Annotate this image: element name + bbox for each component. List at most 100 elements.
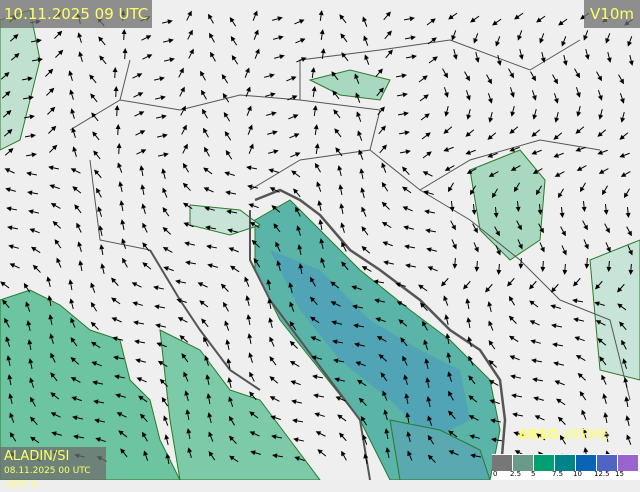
wind-arrow	[443, 295, 449, 306]
wind-arrow	[379, 144, 387, 154]
wind-arrow	[70, 357, 80, 365]
wind-arrow	[159, 378, 168, 387]
wind-arrow	[356, 111, 362, 122]
wind-arrow	[28, 209, 39, 215]
wind-arrow	[626, 434, 632, 445]
wind-arrow	[361, 206, 367, 217]
wind-arrow	[271, 205, 281, 213]
wind-map	[0, 9, 640, 480]
color-legend: 0 2.5 5 7.5 10 12.5 15	[492, 454, 640, 480]
wind-arrow	[529, 280, 537, 290]
wind-arrow	[319, 29, 325, 41]
wind-arrow	[397, 111, 409, 117]
wind-arrow	[513, 182, 520, 193]
wind-arrow	[27, 190, 39, 196]
wind-arrow	[245, 86, 251, 97]
wind-arrow	[314, 143, 320, 155]
wind-arrow	[488, 359, 498, 368]
wind-arrow	[29, 416, 38, 426]
wind-arrow	[445, 333, 451, 345]
wind-arrow	[624, 396, 630, 408]
wind-arrow	[378, 353, 388, 362]
wind-arrow	[70, 108, 76, 119]
wind-arrow	[351, 285, 362, 291]
wind-arrow	[493, 206, 499, 218]
wind-arrow	[510, 374, 521, 380]
wind-arrow	[68, 70, 74, 81]
wind-arrow	[293, 188, 301, 198]
wind-arrow	[165, 453, 171, 465]
wind-arrow	[244, 276, 250, 287]
wind-arrow	[95, 437, 106, 443]
wind-arrow	[425, 377, 431, 389]
wind-arrow	[96, 187, 102, 198]
wind-arrow	[513, 431, 524, 437]
wind-arrow	[361, 266, 372, 272]
wind-arrow	[244, 67, 250, 78]
wind-arrow	[595, 280, 603, 290]
wind-arrow	[620, 112, 626, 123]
wind-arrow	[378, 125, 386, 135]
wind-arrow	[112, 67, 118, 79]
arso-logo: ARSO VREME	[518, 428, 609, 443]
wind-arrow	[116, 412, 127, 418]
wind-arrow	[427, 266, 438, 272]
wind-arrow	[339, 14, 347, 24]
wind-arrow	[115, 124, 121, 136]
wind-arrow	[118, 430, 128, 438]
wind-arrow	[114, 374, 126, 380]
wind-arrow	[317, 200, 323, 211]
wind-arrow	[48, 165, 59, 171]
wind-arrow	[494, 226, 500, 237]
wind-arrow	[252, 10, 258, 21]
wind-arrow	[490, 418, 501, 424]
wind-arrow	[584, 257, 590, 269]
wind-arrow	[382, 390, 388, 401]
wind-arrow	[187, 29, 193, 40]
wind-arrow	[68, 279, 74, 291]
wind-arrow	[338, 184, 344, 196]
wind-arrow	[552, 74, 558, 85]
wind-arrow	[23, 114, 35, 120]
wind-arrow	[113, 86, 119, 98]
wind-arrow	[181, 124, 187, 135]
wind-arrow	[179, 335, 189, 343]
wind-arrow	[93, 150, 101, 160]
wind-arrow	[309, 296, 318, 306]
wind-arrow	[428, 56, 438, 64]
wind-arrow	[251, 239, 260, 248]
wind-arrow	[162, 187, 168, 198]
wind-arrow	[32, 264, 41, 273]
wind-arrow	[381, 162, 387, 173]
wind-arrow	[204, 355, 210, 366]
wind-arrow	[1, 91, 11, 99]
wind-arrow	[489, 399, 500, 405]
wind-arrow	[183, 371, 189, 382]
wind-arrow	[122, 257, 128, 268]
wind-arrow	[573, 317, 584, 323]
wind-arrow	[340, 33, 348, 43]
wind-arrow	[383, 260, 394, 266]
wind-arrow	[221, 73, 229, 84]
wind-arrow	[473, 242, 479, 253]
wind-arrow	[418, 284, 428, 292]
wind-arrow	[468, 415, 479, 421]
wind-arrow	[228, 435, 237, 444]
wind-arrow	[535, 185, 542, 196]
wind-arrow	[222, 301, 229, 312]
wind-arrow	[625, 415, 631, 426]
wind-arrow	[69, 89, 75, 100]
wind-arrow	[161, 168, 167, 179]
wind-arrow	[120, 448, 128, 458]
model-info: ALADIN/SI 08.11.2025 00 UTC +057 h	[0, 447, 106, 490]
wind-arrow	[31, 57, 43, 63]
wind-arrow	[228, 415, 235, 426]
wind-arrow	[452, 257, 458, 269]
wind-arrow	[488, 380, 499, 386]
wind-arrow	[360, 415, 368, 426]
wind-arrow	[594, 301, 605, 307]
wind-arrow	[441, 277, 449, 287]
wind-arrow	[341, 52, 349, 62]
wind-arrow	[74, 204, 82, 214]
wind-arrow	[246, 105, 252, 116]
